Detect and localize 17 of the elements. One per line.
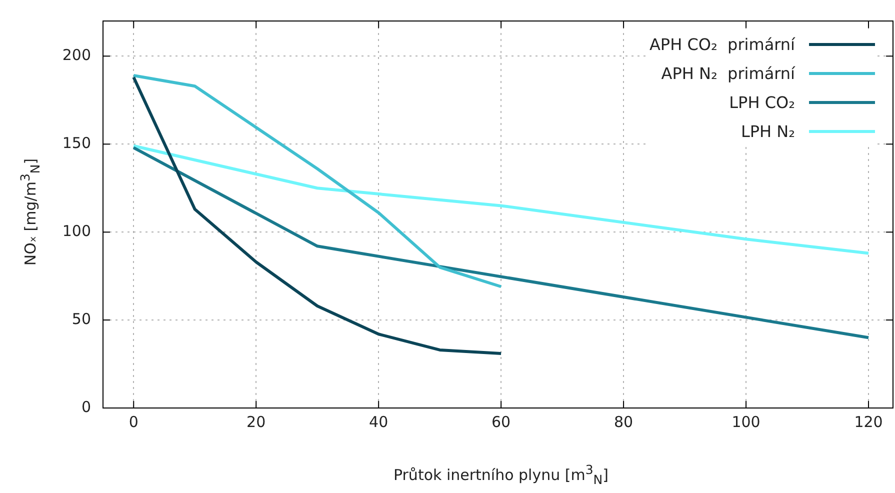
x-axis-title: Průtok inertního plynu [m$^{3}$$_{N}$] (393, 462, 609, 487)
legend-label: LPH N₂ (740, 122, 795, 141)
legend-label: APH N₂ primární (661, 64, 795, 83)
x-tick-label: 40 (369, 412, 388, 431)
x-tick-label: 120 (854, 412, 883, 431)
x-tick-label: 80 (614, 412, 634, 431)
x-tick-label: 0 (128, 412, 138, 431)
x-tick-label: 20 (246, 412, 266, 431)
y-tick-label: 50 (72, 310, 91, 328)
x-tick-label: 100 (732, 412, 760, 431)
y-tick-label: 200 (62, 46, 91, 64)
y-tick-label: 100 (62, 222, 91, 240)
y-tick-label: 150 (62, 134, 91, 152)
legend-label: LPH CO₂ (729, 93, 795, 112)
legend-label: APH CO₂ primární (649, 35, 795, 54)
y-tick-label: 0 (81, 398, 91, 416)
x-tick-label: 60 (492, 412, 511, 431)
